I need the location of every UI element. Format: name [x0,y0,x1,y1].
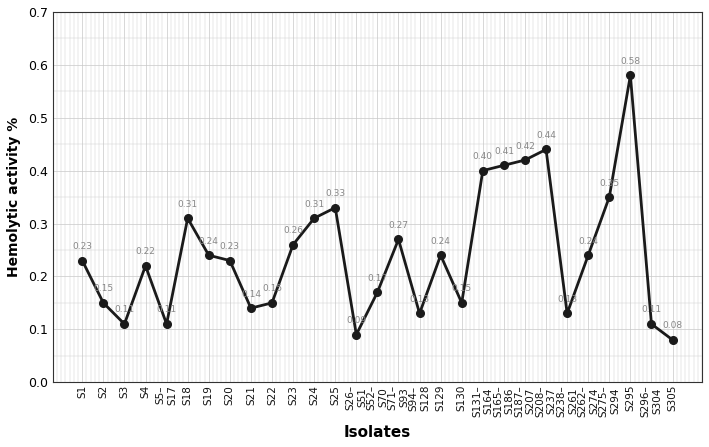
Text: 0.22: 0.22 [135,247,155,256]
Text: 0.11: 0.11 [157,305,177,315]
Text: 0.15: 0.15 [262,284,282,293]
Text: 0.44: 0.44 [536,131,556,140]
Text: 0.42: 0.42 [515,142,535,151]
Text: 0.14: 0.14 [241,290,261,299]
Text: 0.23: 0.23 [220,242,240,251]
Text: 0.26: 0.26 [283,226,303,235]
Text: 0.08: 0.08 [662,321,683,330]
Text: 0.33: 0.33 [325,189,345,198]
Text: 0.13: 0.13 [410,295,430,304]
Text: 0.35: 0.35 [599,178,620,188]
Text: 0.23: 0.23 [72,242,92,251]
Text: 0.27: 0.27 [389,221,408,230]
Text: 0.31: 0.31 [304,200,324,209]
Text: 0.15: 0.15 [94,284,113,293]
Text: 0.58: 0.58 [620,57,640,66]
Text: 0.13: 0.13 [557,295,577,304]
Text: 0.17: 0.17 [367,274,387,283]
Text: 0.15: 0.15 [452,284,471,293]
Y-axis label: Hemolytic activity %: Hemolytic activity % [7,117,21,277]
X-axis label: Isolates: Isolates [344,425,411,440]
Text: 0.31: 0.31 [178,200,198,209]
Text: 0.24: 0.24 [579,237,598,246]
Text: 0.40: 0.40 [473,152,493,161]
Text: 0.11: 0.11 [114,305,135,315]
Text: 0.09: 0.09 [346,316,367,325]
Text: 0.41: 0.41 [494,147,514,156]
Text: 0.24: 0.24 [199,237,218,246]
Text: 0.11: 0.11 [642,305,661,315]
Text: 0.24: 0.24 [430,237,451,246]
